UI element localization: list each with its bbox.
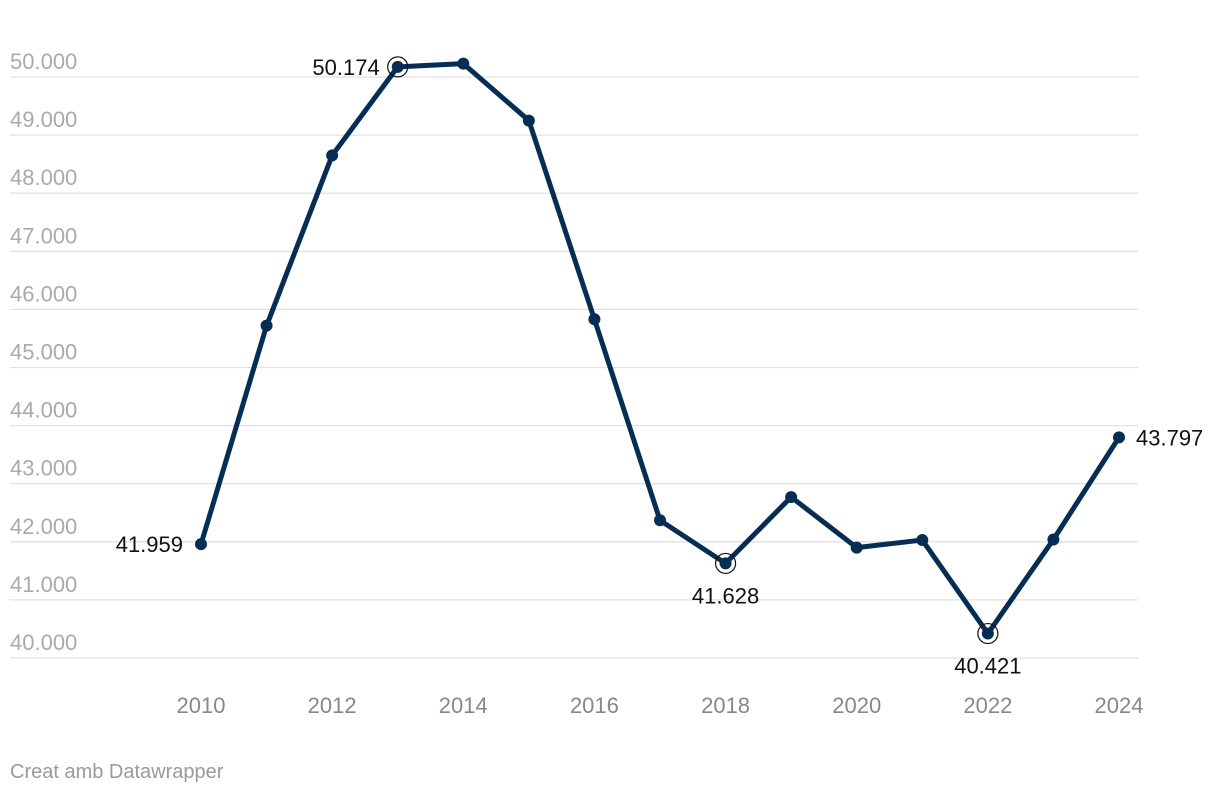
data-point	[1113, 431, 1125, 444]
data-point	[1047, 533, 1060, 546]
y-tick-label: 45.000	[10, 340, 77, 365]
data-label: 41.959	[116, 532, 183, 557]
data-points	[195, 56, 1125, 645]
y-axis-tick-labels: 40.000 41.000 42.000 43.000 44.000 45.000 46.0…	[10, 49, 77, 655]
y-tick-label: 50.000	[10, 49, 77, 74]
series-line	[198, 61, 1122, 637]
x-tick-label: 2024	[1095, 693, 1144, 718]
y-tick-label: 48.000	[10, 165, 77, 190]
chart-svg: 40.000 41.000 42.000 43.000 44.000 45.000 46.0…	[10, 49, 1204, 718]
data-point	[850, 541, 863, 554]
data-point	[719, 557, 732, 570]
data-point	[785, 491, 798, 504]
x-axis-tick-labels: 2010 2012 2014 2016 2018 2020 2022 2024	[177, 693, 1144, 718]
x-tick-label: 2014	[439, 693, 488, 718]
y-tick-label: 41.000	[10, 572, 77, 597]
highlight-ring	[714, 552, 737, 575]
series-line-group	[198, 61, 1122, 637]
x-tick-label: 2018	[701, 693, 750, 718]
data-point	[326, 149, 339, 162]
y-tick-label: 43.000	[10, 456, 77, 481]
data-label: 43.797	[1136, 425, 1203, 450]
data-point	[522, 114, 535, 127]
data-point	[260, 319, 273, 332]
line-chart: 40.000 41.000 42.000 43.000 44.000 45.000 46.0…	[10, 49, 1204, 718]
data-point	[981, 627, 994, 640]
gridlines	[10, 76, 1138, 659]
y-tick-label: 47.000	[10, 223, 77, 248]
x-tick-label: 2012	[308, 693, 357, 718]
footer-credit: Creat amb Datawrapper	[10, 761, 224, 783]
data-point	[588, 313, 601, 326]
data-labels: 41.959 50.174 41.628 40.421 43.797	[116, 55, 1204, 679]
data-point	[195, 538, 207, 551]
data-point	[391, 60, 404, 73]
data-point	[457, 57, 470, 70]
x-tick-label: 2010	[177, 693, 226, 718]
data-label: 40.421	[954, 654, 1021, 679]
data-point	[654, 514, 666, 527]
x-tick-label: 2020	[832, 693, 881, 718]
data-point	[916, 534, 929, 547]
y-tick-label: 44.000	[10, 398, 77, 423]
y-tick-label: 40.000	[10, 630, 77, 655]
y-tick-label: 49.000	[10, 107, 77, 132]
highlight-ring	[387, 56, 409, 78]
y-tick-label: 42.000	[10, 514, 77, 539]
x-tick-label: 2022	[963, 693, 1012, 718]
data-label: 50.174	[312, 55, 379, 80]
data-label: 41.628	[692, 583, 759, 608]
x-tick-label: 2016	[570, 693, 619, 718]
highlight-ring	[977, 622, 999, 645]
y-tick-label: 46.000	[10, 281, 77, 306]
